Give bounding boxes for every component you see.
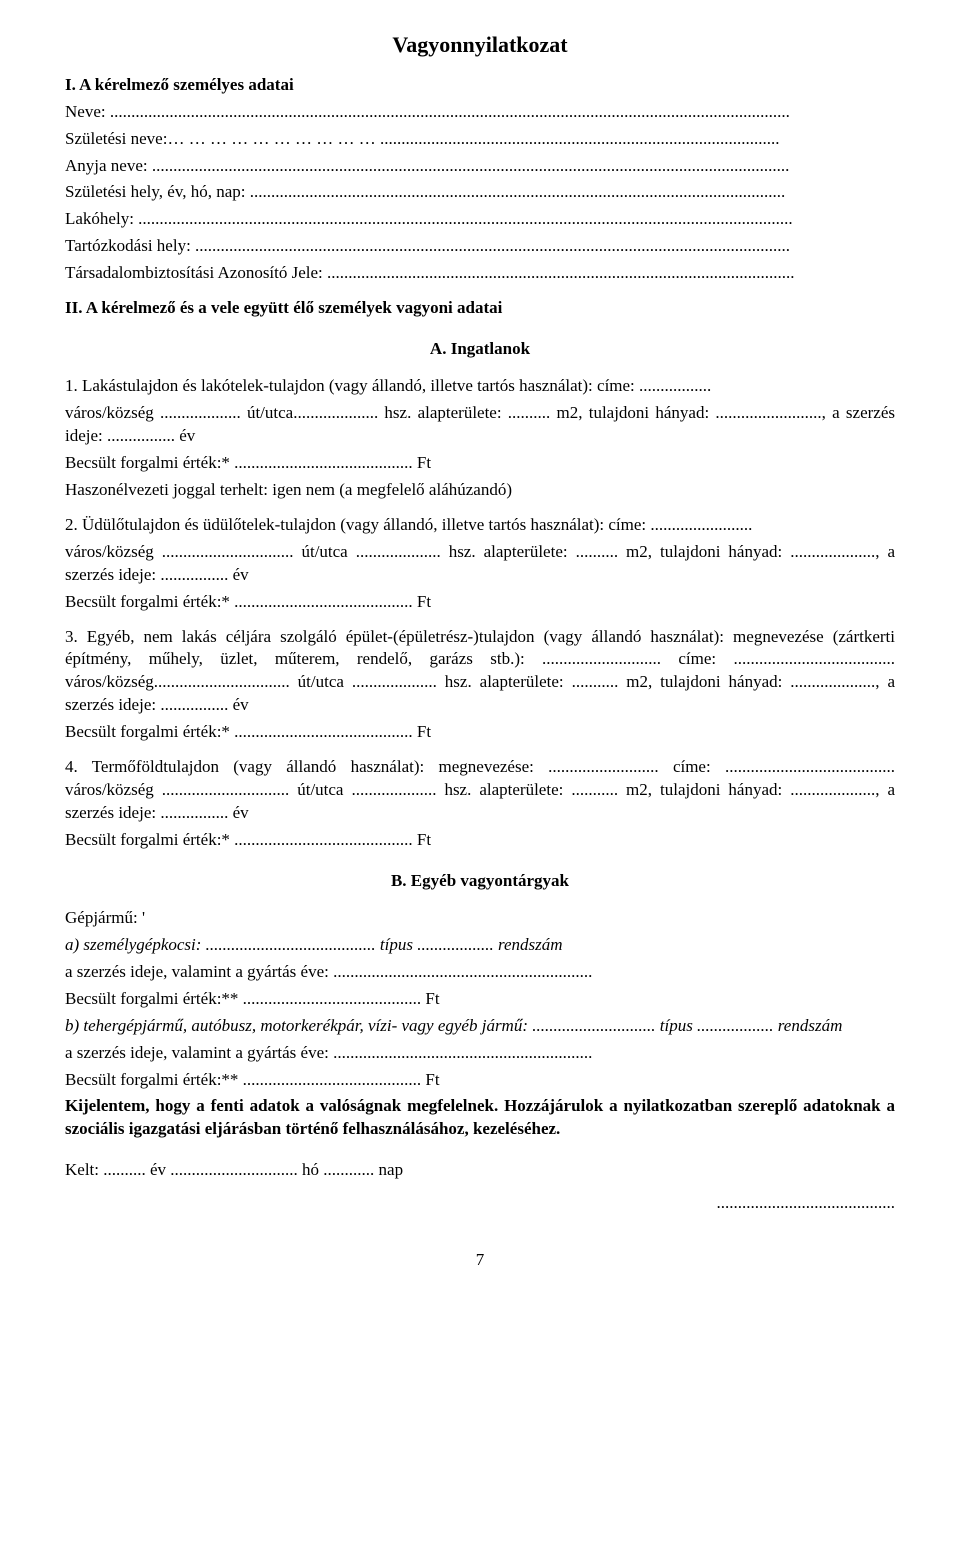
document-title: Vagyonnyilatkozat bbox=[65, 30, 895, 60]
item1-line2: város/község ................... út/utca… bbox=[65, 402, 895, 448]
document-page: Vagyonnyilatkozat I. A kérelmező személy… bbox=[0, 0, 960, 1558]
item2-line1: 2. Üdülőtulajdon és üdülőtelek-tulajdon … bbox=[65, 514, 895, 537]
item3-value: Becsült forgalmi érték:* ...............… bbox=[65, 721, 895, 744]
item1-value: Becsült forgalmi érték:* ...............… bbox=[65, 452, 895, 475]
field-mother-name: Anyja neve: ............................… bbox=[65, 155, 895, 178]
vehicles-block: Gépjármű: ' a) személygépkocsi: ........… bbox=[65, 907, 895, 1092]
vehicle-b-line2: a szerzés ideje, valamint a gyártás éve:… bbox=[65, 1042, 895, 1065]
vehicle-heading: Gépjármű: ' bbox=[65, 907, 895, 930]
field-birth-name: Születési neve:… … … … … … … … … … .....… bbox=[65, 128, 895, 151]
field-residence: Tartózkodási hely: .....................… bbox=[65, 235, 895, 258]
item1-line1: 1. Lakástulajdon és lakótelek-tulajdon (… bbox=[65, 375, 895, 398]
vehicle-a-line2: a szerzés ideje, valamint a gyártás éve:… bbox=[65, 961, 895, 984]
field-address: Lakóhely: ..............................… bbox=[65, 208, 895, 231]
field-name: Neve: ..................................… bbox=[65, 101, 895, 124]
item4-line1: 4. Termőföldtulajdon (vagy állandó haszn… bbox=[65, 756, 895, 825]
vehicle-a-value: Becsült forgalmi érték:** ..............… bbox=[65, 988, 895, 1011]
item4-value: Becsült forgalmi érték:* ...............… bbox=[65, 829, 895, 852]
item2-value: Becsült forgalmi érték:* ...............… bbox=[65, 591, 895, 614]
declaration-text: Kijelentem, hogy a fenti adatok a valósá… bbox=[65, 1095, 895, 1141]
vehicle-b-line1: b) tehergépjármű, autóbusz, motorkerékpá… bbox=[65, 1015, 895, 1038]
item1-usufruct: Haszonélvezeti joggal terhelt: igen nem … bbox=[65, 479, 895, 502]
signature-line: ........................................… bbox=[65, 1192, 895, 1215]
item3-line1: 3. Egyéb, nem lakás céljára szolgáló épü… bbox=[65, 626, 895, 718]
item2-line2: város/község ...........................… bbox=[65, 541, 895, 587]
subheading-b: B. Egyéb vagyontárgyak bbox=[65, 870, 895, 893]
field-birth-place-date: Születési hely, év, hó, nap: ...........… bbox=[65, 181, 895, 204]
subheading-a: A. Ingatlanok bbox=[65, 338, 895, 361]
property-item-2: 2. Üdülőtulajdon és üdülőtelek-tulajdon … bbox=[65, 514, 895, 614]
vehicle-a-line1: a) személygépkocsi: ....................… bbox=[65, 934, 895, 957]
property-item-1: 1. Lakástulajdon és lakótelek-tulajdon (… bbox=[65, 375, 895, 502]
page-number: 7 bbox=[65, 1249, 895, 1272]
property-item-3: 3. Egyéb, nem lakás céljára szolgáló épü… bbox=[65, 626, 895, 745]
property-item-4: 4. Termőföldtulajdon (vagy állandó haszn… bbox=[65, 756, 895, 852]
date-line: Kelt: .......... év ....................… bbox=[65, 1159, 895, 1182]
field-ssn: Társadalombiztosítási Azonosító Jele: ..… bbox=[65, 262, 895, 285]
vehicle-b-value: Becsült forgalmi érték:** ..............… bbox=[65, 1069, 895, 1092]
section-1-heading: I. A kérelmező személyes adatai bbox=[65, 74, 895, 97]
section-2-heading: II. A kérelmező és a vele együtt élő sze… bbox=[65, 297, 895, 320]
